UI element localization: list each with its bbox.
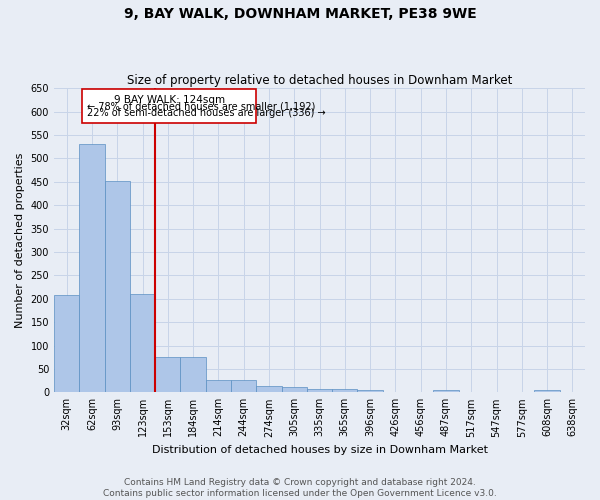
Text: 9, BAY WALK, DOWNHAM MARKET, PE38 9WE: 9, BAY WALK, DOWNHAM MARKET, PE38 9WE	[124, 8, 476, 22]
Bar	[79, 144, 104, 392]
Text: 9 BAY WALK: 124sqm: 9 BAY WALK: 124sqm	[113, 94, 224, 104]
Bar	[256, 386, 281, 392]
Bar	[307, 388, 332, 392]
Y-axis label: Number of detached properties: Number of detached properties	[15, 152, 25, 328]
Bar	[358, 390, 383, 392]
Bar	[433, 390, 458, 392]
Bar	[281, 387, 307, 392]
Title: Size of property relative to detached houses in Downham Market: Size of property relative to detached ho…	[127, 74, 512, 87]
Bar	[104, 181, 130, 392]
Bar	[155, 356, 181, 392]
Bar	[181, 356, 206, 392]
Bar	[130, 294, 155, 392]
Text: Contains HM Land Registry data © Crown copyright and database right 2024.
Contai: Contains HM Land Registry data © Crown c…	[103, 478, 497, 498]
Bar	[206, 380, 231, 392]
Text: 22% of semi-detached houses are larger (336) →: 22% of semi-detached houses are larger (…	[87, 108, 326, 118]
FancyBboxPatch shape	[82, 89, 256, 124]
Text: ← 78% of detached houses are smaller (1,192): ← 78% of detached houses are smaller (1,…	[87, 102, 315, 112]
Bar	[231, 380, 256, 392]
Bar	[332, 388, 358, 392]
Bar	[535, 390, 560, 392]
X-axis label: Distribution of detached houses by size in Downham Market: Distribution of detached houses by size …	[152, 445, 488, 455]
Bar	[54, 296, 79, 392]
